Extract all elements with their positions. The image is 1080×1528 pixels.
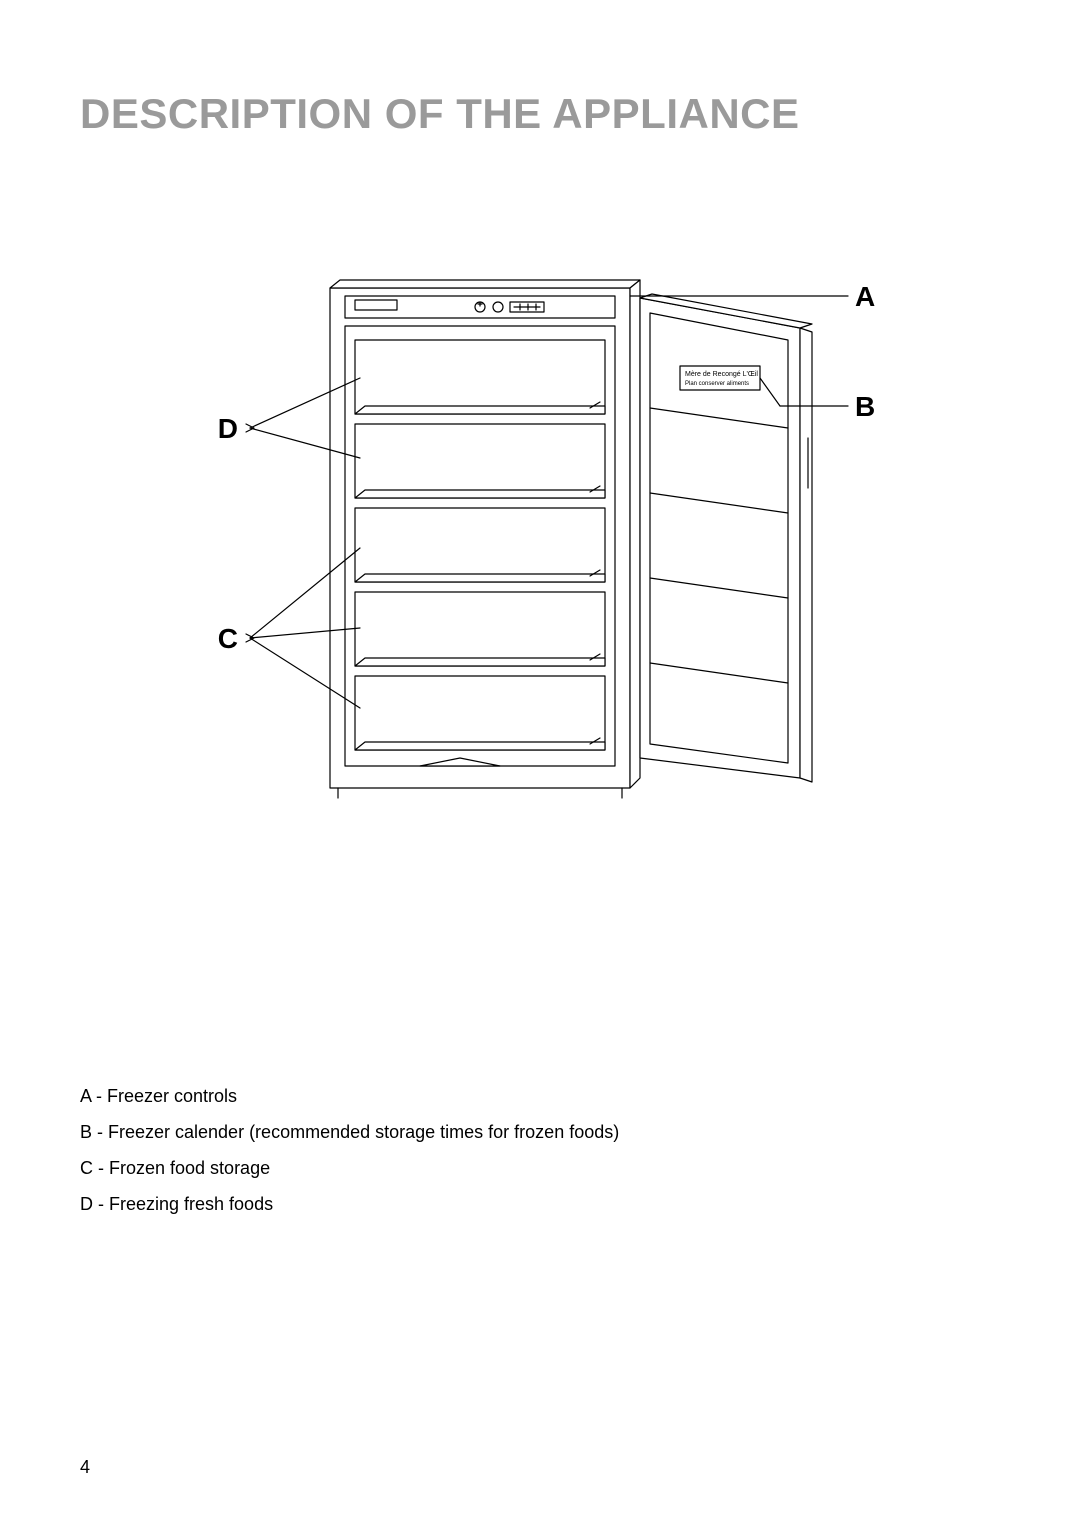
legend-item-d: D - Freezing fresh foods [80,1186,1000,1222]
svg-text:Plan conserver aliments: Plan conserver aliments [685,381,749,387]
document-page: DESCRIPTION OF THE APPLIANCE [0,0,1080,1528]
diagram-container: Mère de Recongé L'Œil Plan conserver ali… [80,258,1000,818]
legend-item-b: B - Freezer calender (recommended storag… [80,1114,1000,1150]
appliance-diagram: Mère de Recongé L'Œil Plan conserver ali… [160,258,920,818]
callout-d: D [218,413,238,444]
callout-c: C [218,623,238,654]
page-number: 4 [80,1457,90,1478]
callout-a: A [855,281,875,312]
svg-text:Mère de Recongé L'Œil: Mère de Recongé L'Œil [685,371,758,378]
legend-item-c: C - Frozen food storage [80,1150,1000,1186]
callout-b: B [855,391,875,422]
page-title: DESCRIPTION OF THE APPLIANCE [80,90,1000,138]
legend: A - Freezer controls B - Freezer calende… [80,1078,1000,1222]
legend-item-a: A - Freezer controls [80,1078,1000,1114]
